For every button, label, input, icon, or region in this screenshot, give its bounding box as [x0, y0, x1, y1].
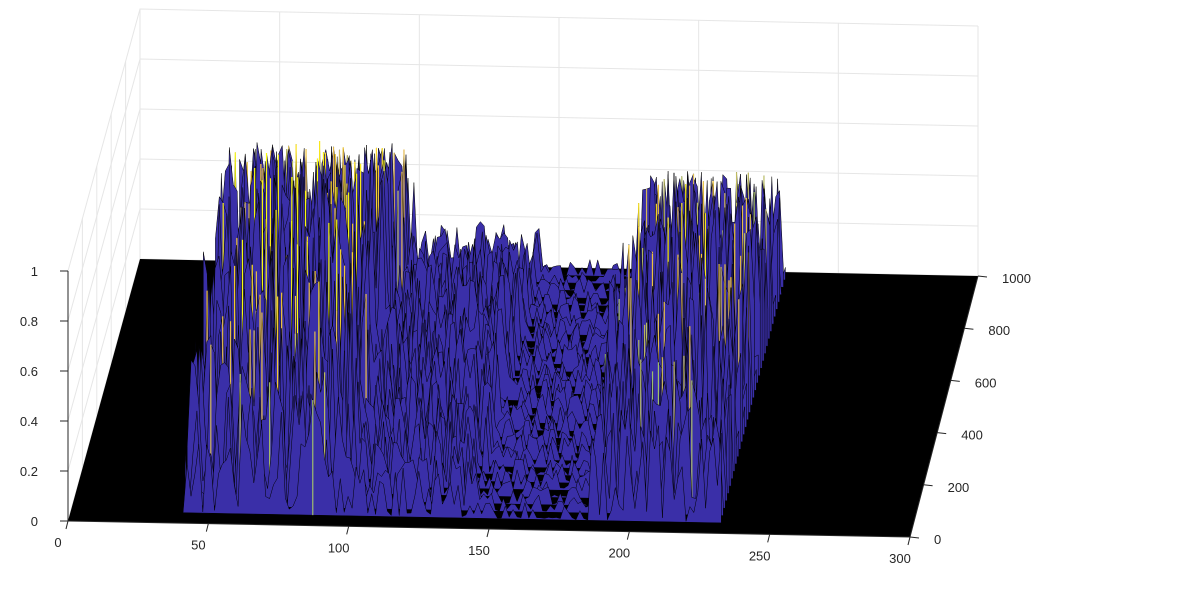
x-tick [65, 520, 69, 530]
surface-row [182, 399, 722, 524]
y-tick-label: 200 [948, 480, 970, 495]
y-tick [977, 275, 988, 278]
x-tick-label: 250 [749, 548, 771, 563]
x-tick-label: 150 [468, 543, 490, 558]
y-tick-label: 0 [934, 532, 941, 547]
x-tick [767, 534, 771, 543]
grid-line-z [67, 108, 979, 372]
y-tick [923, 484, 933, 487]
x-tick-label: 100 [328, 540, 350, 555]
x-tick-label: 0 [54, 535, 61, 550]
grid-line-z [67, 158, 979, 422]
y-tick [937, 432, 947, 435]
z-tick-labels: 0 0.2 0.4 0.6 0.8 1 [20, 264, 68, 529]
z-tick-label: 0.2 [20, 464, 38, 479]
y-tick [909, 536, 920, 539]
x-tick-label: 300 [889, 551, 911, 566]
grid-line-z [67, 58, 979, 322]
x-tick [205, 523, 209, 532]
y-tick-label: 1000 [1002, 271, 1031, 286]
z-tick-label: 0.6 [20, 364, 38, 379]
x-tick-label: 200 [608, 546, 630, 561]
x-tick-labels: 0 50 100 150 200 250 300 [54, 520, 911, 566]
y-tick [950, 379, 960, 382]
grid-line-z [67, 8, 979, 272]
y-tick-label: 600 [975, 375, 997, 390]
y-axis-line [909, 275, 979, 538]
z-tick-label: 0.4 [20, 414, 38, 429]
x-tick [626, 531, 630, 540]
z-tick-label: 0.8 [20, 314, 38, 329]
y-tick-label: 800 [988, 323, 1010, 338]
y-tick-labels: 0 200 400 600 800 1000 [909, 271, 1031, 547]
x-tick [486, 528, 490, 538]
z-tick-label: 1 [31, 264, 38, 279]
y-tick-label: 400 [961, 428, 983, 443]
y-tick [964, 327, 974, 330]
z-tick-label: 0 [31, 514, 38, 529]
x-tick [907, 536, 911, 546]
x-tick-label: 50 [191, 538, 205, 553]
surface [68, 140, 978, 537]
x-tick [346, 526, 350, 535]
